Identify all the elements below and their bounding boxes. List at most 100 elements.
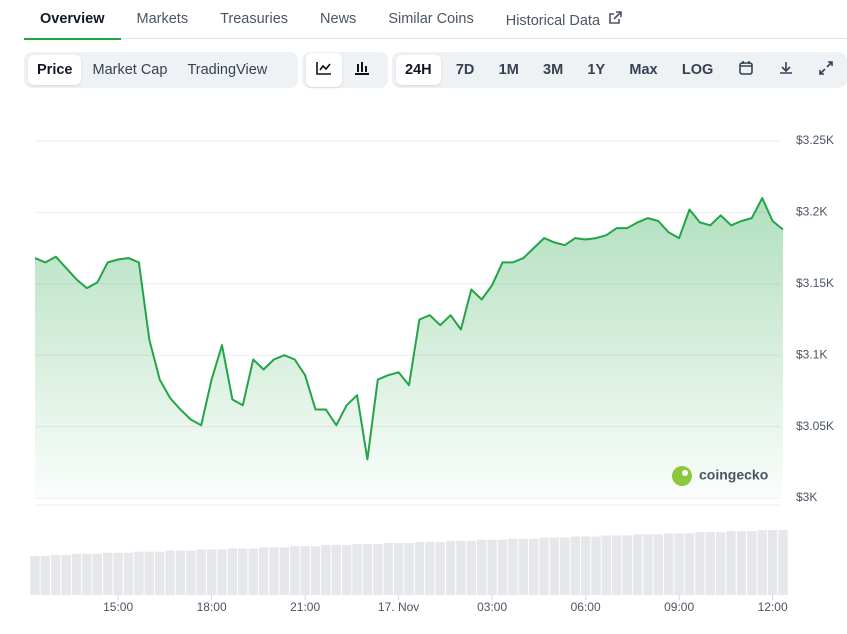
y-tick-label: $3K xyxy=(796,490,817,504)
x-tick-label: 15:00 xyxy=(103,600,133,614)
fullscreen-icon xyxy=(819,61,833,75)
volume-bar xyxy=(165,550,175,595)
x-tick-label: 12:00 xyxy=(758,600,788,614)
price-area xyxy=(35,198,783,498)
range-button[interactable]: 1Y xyxy=(587,62,606,78)
volume-bar xyxy=(82,553,92,595)
volume-bar xyxy=(445,540,456,595)
range-button[interactable]: 3M xyxy=(543,62,564,78)
volume-bar xyxy=(643,534,653,595)
volume-bar xyxy=(684,533,695,595)
volume-bar xyxy=(341,545,352,595)
volume-bar xyxy=(549,537,560,595)
y-tick-label: $3.1K xyxy=(796,347,827,361)
y-tick-label: $3.25K xyxy=(796,133,834,147)
range-button[interactable]: 7D xyxy=(455,62,475,78)
calendar-icon xyxy=(738,61,753,75)
x-tick-label: 21:00 xyxy=(290,600,320,614)
candle-icon xyxy=(355,62,369,75)
volume-bar xyxy=(217,549,227,595)
range-button[interactable]: 1M xyxy=(498,62,519,78)
volume-bar xyxy=(51,554,61,595)
mode-button[interactable]: TradingView xyxy=(187,62,268,78)
volume-bar xyxy=(61,554,71,595)
volume-bar xyxy=(290,546,300,595)
volume-bar xyxy=(154,551,165,595)
volume-bar xyxy=(196,549,206,595)
volume-bar xyxy=(664,533,674,595)
volume-bar xyxy=(695,532,705,595)
volume-bar xyxy=(705,532,715,595)
tab[interactable]: Historical Data xyxy=(490,0,638,38)
volume-bar xyxy=(487,539,497,595)
volume-bar xyxy=(186,550,196,595)
range-button[interactable]: LOG xyxy=(681,62,714,78)
watermark: coingecko xyxy=(672,466,768,486)
price-line xyxy=(34,197,784,461)
x-tick-label: 03:00 xyxy=(477,600,507,614)
tab[interactable]: Overview xyxy=(24,0,121,40)
style-group xyxy=(302,52,388,88)
volume-bar xyxy=(134,551,144,595)
mode-button[interactable]: Price xyxy=(28,55,82,85)
volume-bar xyxy=(414,541,425,595)
mode-button[interactable]: Market Cap xyxy=(92,62,168,78)
volume-bar xyxy=(601,535,612,595)
tab-bar: Overview Markets Treasuries News Similar… xyxy=(24,0,847,40)
mode-group: Price Market Cap TradingView xyxy=(24,52,298,88)
tab[interactable]: Markets xyxy=(136,11,189,27)
volume-bar xyxy=(560,537,570,595)
x-tick-label: 18:00 xyxy=(197,600,227,614)
volume-bar xyxy=(279,547,290,595)
volume-bar xyxy=(435,541,445,595)
range-group: 24H 7D 1M 3M 1Y Max LOG xyxy=(392,52,847,88)
x-tick-label: 06:00 xyxy=(571,600,601,614)
volume-bar xyxy=(331,545,341,595)
volume-bar xyxy=(518,538,528,595)
volume-bar xyxy=(321,545,331,595)
external-icon xyxy=(609,11,622,24)
volume-bar xyxy=(113,552,123,595)
x-tick-label: 09:00 xyxy=(664,600,694,614)
volume-bar xyxy=(248,548,258,595)
tab[interactable]: News xyxy=(320,11,357,27)
volume-bar xyxy=(103,552,113,595)
volume-bar xyxy=(726,531,736,595)
calendar-button[interactable] xyxy=(729,53,763,87)
volume-bar xyxy=(570,536,580,595)
volume-bar xyxy=(238,548,248,595)
volume-bar xyxy=(674,533,684,595)
fullscreen-button[interactable] xyxy=(809,53,843,87)
volume-bar xyxy=(352,544,362,595)
download-button[interactable] xyxy=(769,53,803,87)
volume-bar xyxy=(508,538,518,595)
line-icon xyxy=(316,62,331,75)
volume-bar xyxy=(362,544,373,595)
volume-bar xyxy=(767,530,778,595)
y-tick-label: $3.2K xyxy=(796,205,827,219)
range-button[interactable]: 24H xyxy=(396,55,441,85)
volume-bar xyxy=(71,553,82,595)
volume-bar xyxy=(393,543,404,595)
y-tick-label: $3.15K xyxy=(796,276,834,290)
y-tick-label: $3.05K xyxy=(796,419,834,433)
volume-bar xyxy=(466,540,477,595)
volume-bar xyxy=(580,536,591,595)
tab[interactable]: Similar Coins xyxy=(388,11,474,27)
volume-bar xyxy=(144,551,154,595)
tab[interactable]: Treasuries xyxy=(220,11,289,27)
volume-bar xyxy=(622,535,632,595)
line-style-button[interactable] xyxy=(306,53,342,87)
candle-style-button[interactable] xyxy=(344,53,380,87)
volume-bar xyxy=(40,556,51,595)
download-icon xyxy=(779,62,792,74)
volume-bar xyxy=(497,539,508,595)
range-button[interactable]: Max xyxy=(629,62,658,78)
volume-bar xyxy=(383,543,393,595)
volume-bar xyxy=(269,547,279,595)
volume-bar xyxy=(206,549,217,595)
volume-bar xyxy=(310,546,321,595)
volume-bar xyxy=(456,540,466,595)
volume-bar xyxy=(404,543,414,595)
